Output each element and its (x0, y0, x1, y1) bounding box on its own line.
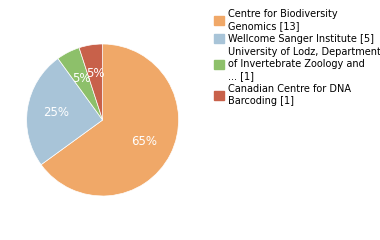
Text: 5%: 5% (86, 67, 104, 80)
Wedge shape (27, 59, 103, 165)
Wedge shape (41, 44, 179, 196)
Wedge shape (58, 48, 103, 120)
Text: 65%: 65% (131, 135, 158, 148)
Wedge shape (79, 44, 103, 120)
Text: 5%: 5% (72, 72, 90, 84)
Text: 25%: 25% (43, 106, 69, 119)
Legend: Centre for Biodiversity
Genomics [13], Wellcome Sanger Institute [5], University: Centre for Biodiversity Genomics [13], W… (212, 7, 380, 108)
